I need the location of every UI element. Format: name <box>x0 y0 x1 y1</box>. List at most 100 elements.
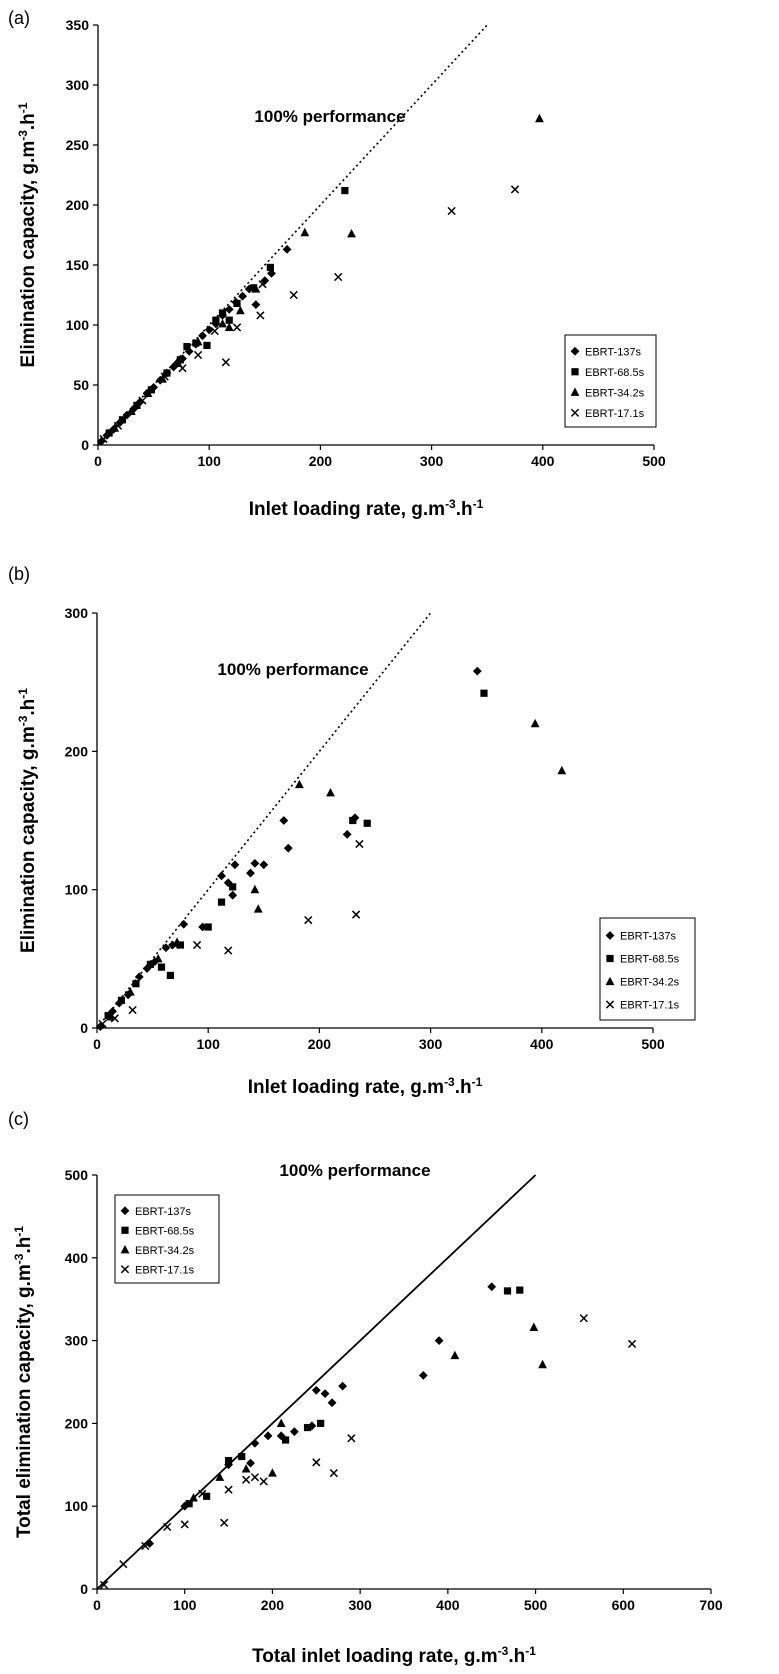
panel-label-c: (c) <box>8 1109 29 1129</box>
panel-label-a: (a) <box>8 8 30 28</box>
data-point-a <box>260 276 270 285</box>
data-point-b <box>557 765 567 775</box>
legend-marker-c <box>120 1265 130 1274</box>
y-axis-label-c: Total elimination capacity, g.m-3.h-1 <box>12 1226 35 1538</box>
data-point-b <box>104 1011 112 1020</box>
y-axis-label-a: Elimination capacity, g.m-3.h-1 <box>16 102 39 367</box>
chart-panel-a: (a) 0 100 200 300 400 500 0 50 100 150 200 250 300 350… <box>0 0 779 560</box>
legend-marker-a <box>570 408 580 417</box>
data-point-a <box>176 356 184 364</box>
data-point-c <box>224 1457 233 1465</box>
data-point-a <box>110 423 120 432</box>
data-point-b <box>472 666 482 676</box>
data-point-b <box>363 819 371 827</box>
data-point-c <box>289 1427 299 1437</box>
data-point-a <box>251 300 261 309</box>
performance-label-c: 100% performance <box>279 1161 430 1180</box>
data-point-b <box>250 884 260 894</box>
data-point-c <box>189 1493 198 1502</box>
data-point-a <box>289 290 298 300</box>
y-tick-label-b: 200 <box>65 743 89 759</box>
data-point-b <box>172 937 182 946</box>
y-tick-label-c: 100 <box>65 1498 89 1514</box>
y-tick-label-c: 400 <box>65 1250 89 1266</box>
x-tick-label-b: 0 <box>93 1036 101 1052</box>
data-point-c <box>320 1389 330 1398</box>
y-tick-label-c: 300 <box>65 1333 89 1349</box>
y-tick-label-b: 300 <box>65 605 89 621</box>
data-point-a <box>266 263 274 271</box>
data-point-b <box>134 972 144 982</box>
data-point-b <box>217 871 226 881</box>
data-point-c <box>99 1580 109 1589</box>
data-point-c <box>241 1464 251 1473</box>
data-point-c <box>250 1438 260 1448</box>
legend-marker-a <box>570 346 580 356</box>
data-point-a <box>193 337 203 346</box>
x-tick-label-c: 600 <box>612 1597 636 1613</box>
data-point-c <box>312 1458 321 1467</box>
data-point-c <box>303 1423 312 1432</box>
data-point-c <box>224 1485 233 1494</box>
data-point-a <box>347 229 356 238</box>
data-point-b <box>294 779 304 789</box>
data-point-b <box>179 919 189 929</box>
data-point-b <box>246 868 255 878</box>
data-point-a <box>218 319 227 328</box>
chart-b-svg: (b) 0 100 200 300 400 500 0 100 200 300 Inlet loadi… <box>8 564 696 1098</box>
data-point-b <box>355 839 364 849</box>
data-point-c <box>276 1418 286 1427</box>
x-tick-label-c: 100 <box>173 1597 197 1613</box>
data-point-b <box>105 1012 115 1021</box>
data-point-a <box>258 280 267 289</box>
y-tick-label-b: 0 <box>80 1020 88 1036</box>
data-point-b <box>146 960 154 968</box>
data-point-a <box>193 350 203 360</box>
legend-marker-b <box>606 954 614 963</box>
series-c-3 <box>99 1314 637 1589</box>
data-point-c <box>203 1492 211 1500</box>
data-point-a <box>250 284 258 292</box>
x-tick-label-c: 500 <box>524 1597 548 1613</box>
series-b-3 <box>98 839 364 1028</box>
legend-box-a <box>564 334 657 428</box>
legend-label-c: EBRT-34.2s <box>135 1245 195 1257</box>
legend-label-c: EBRT-17.1s <box>135 1264 195 1276</box>
data-point-c <box>434 1336 444 1345</box>
data-point-c <box>268 1468 277 1477</box>
x-axis-label-a: Inlet loading rate, g.m-3.h-1 <box>249 497 484 520</box>
data-point-a <box>232 323 242 332</box>
legend-label-b: EBRT-34.2s <box>620 977 680 989</box>
data-point-a <box>244 284 254 294</box>
data-point-a <box>163 369 171 377</box>
data-point-b <box>98 1019 107 1028</box>
data-point-a <box>143 388 153 397</box>
data-point-c <box>281 1436 290 1444</box>
data-point-c <box>163 1522 172 1532</box>
chart-panel-c: (c) 0 100 200 300 400 500 600 700 0 100 200 300 400 50… <box>0 1105 779 1674</box>
data-point-b <box>250 858 260 868</box>
data-point-a <box>198 331 207 341</box>
series-b-2 <box>105 718 567 1021</box>
data-point-b <box>480 689 488 697</box>
legend-label-a: EBRT-34.2s <box>585 387 645 399</box>
legend-label-b: EBRT-68.5s <box>620 954 680 966</box>
x-tick-label-a: 400 <box>531 453 555 469</box>
data-point-b <box>192 940 202 950</box>
series-c-0 <box>145 1282 497 1548</box>
data-point-c <box>185 1500 193 1508</box>
data-point-c <box>529 1322 539 1331</box>
data-point-c <box>250 1473 260 1482</box>
y-tick-label-a: 100 <box>66 317 90 333</box>
data-point-a <box>535 113 544 123</box>
data-point-b <box>253 904 263 913</box>
panel-label-b: (b) <box>8 564 30 584</box>
data-point-c <box>119 1560 128 1569</box>
data-point-b <box>283 843 293 853</box>
data-point-c <box>145 1539 155 1548</box>
data-point-c <box>329 1468 338 1478</box>
y-tick-label-a: 350 <box>66 17 90 33</box>
legend-marker-c <box>120 1206 130 1216</box>
data-point-c <box>579 1314 588 1323</box>
series-a-2 <box>110 113 544 432</box>
